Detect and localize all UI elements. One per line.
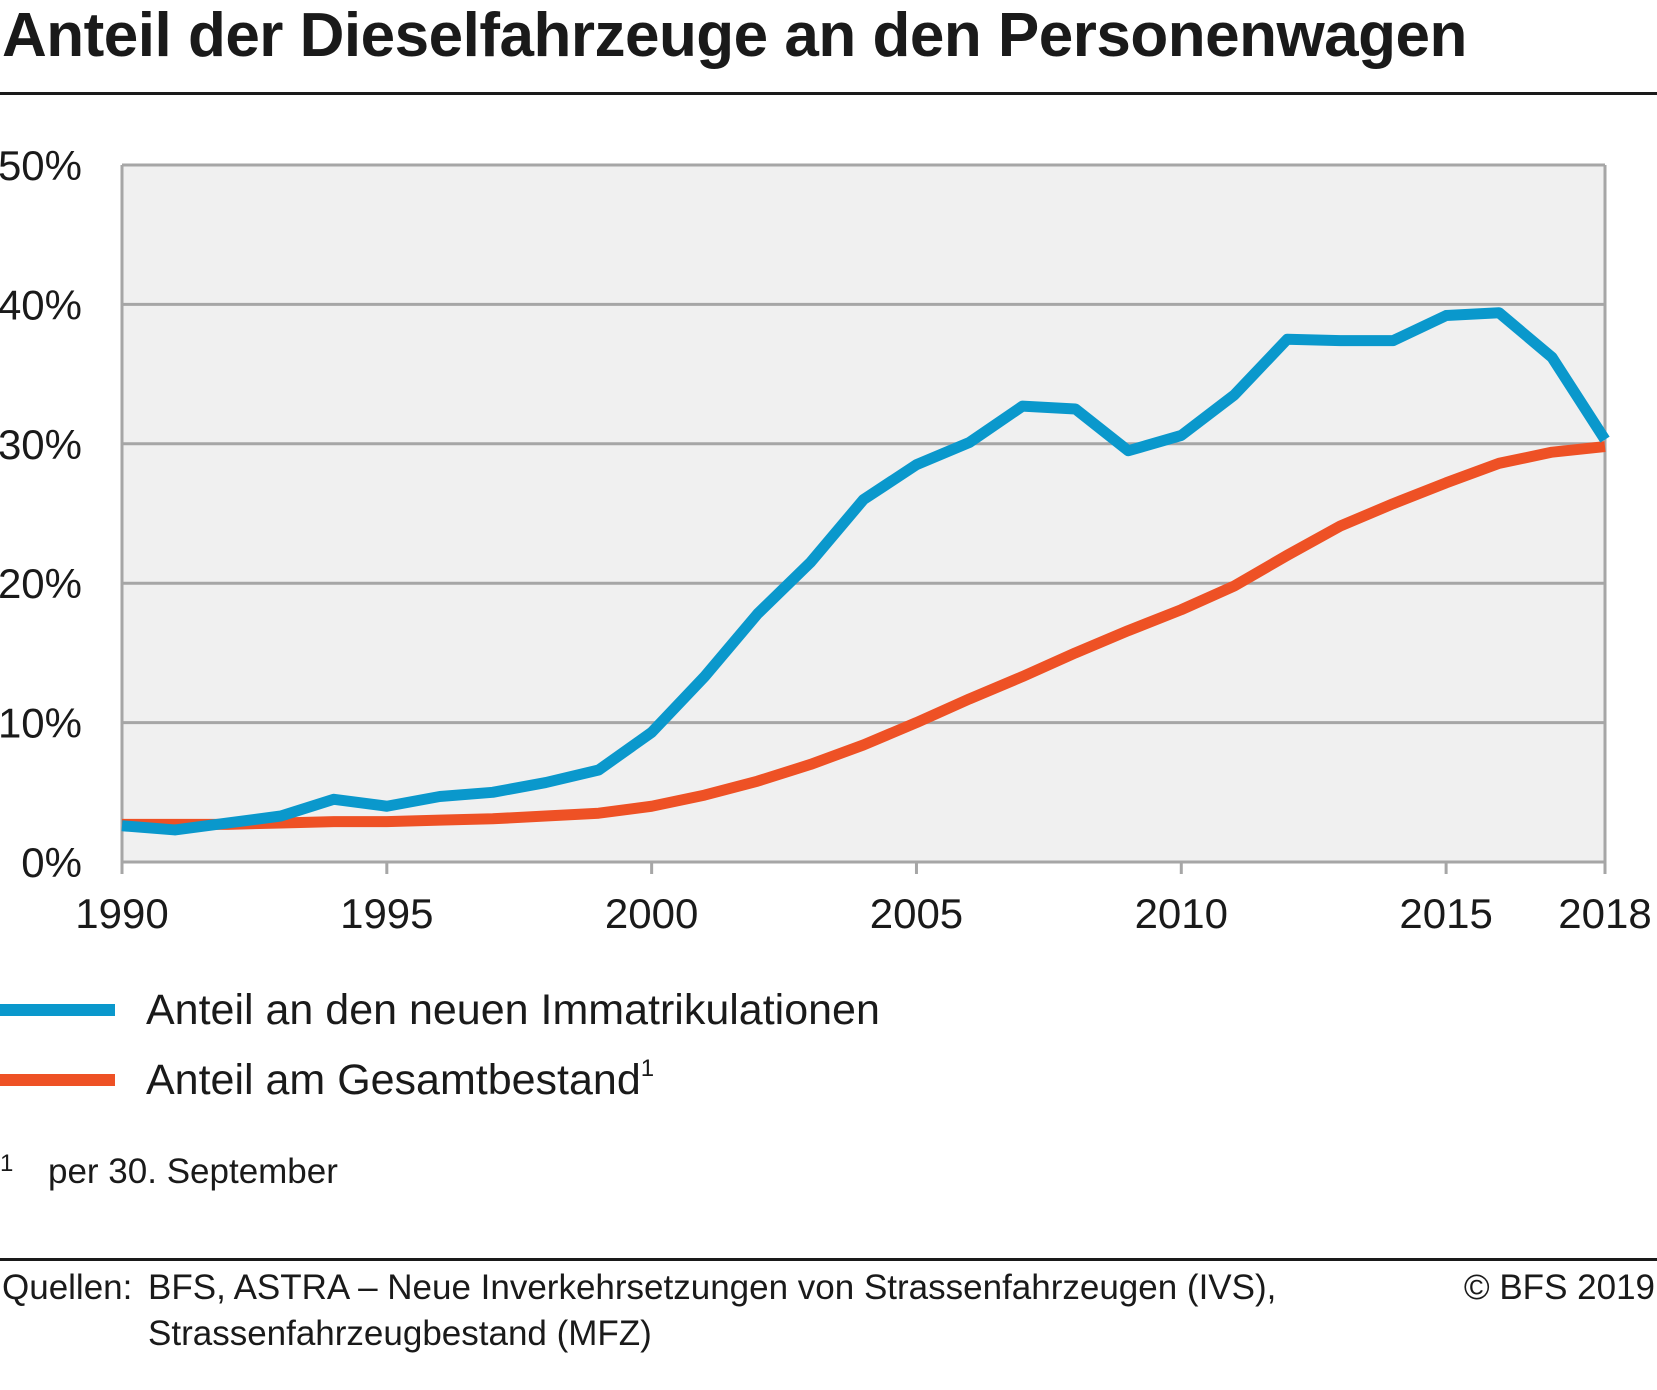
source-line-2: Strassenfahrzeugbestand (MFZ) (148, 1314, 652, 1353)
legend-swatch-new-registrations (0, 1004, 115, 1016)
line-chart: 0% 10% 20% 30% 40% 50% 1990 1995 2000 2005 2010 201… (0, 142, 1652, 930)
x-tick-label: 1990 (75, 890, 168, 930)
legend-swatch-total-stock (0, 1074, 115, 1086)
series-line-total-stock (122, 441, 1606, 830)
legend-label-new-registrations: Anteil an den neuen Immatrikulationen (146, 986, 880, 1034)
chart-title: Anteil der Dieselfahrzeuge an den Person… (2, 1, 1467, 70)
y-tick-label: 10% (0, 700, 82, 747)
y-tick-label: 20% (0, 560, 82, 607)
y-tick-label: 50% (0, 142, 82, 189)
footnote-mark: 1 (0, 1150, 14, 1177)
footnote-text: per 30. September (48, 1152, 338, 1191)
x-tick-label: 2018 (1558, 890, 1651, 930)
legend-label-total-stock-text: Anteil am Gesamtbestand (146, 1056, 641, 1104)
title-divider (0, 92, 1657, 95)
x-tick-label: 2005 (870, 890, 963, 930)
series-line-new-registrations (121, 307, 1610, 836)
y-tick-label: 40% (0, 281, 82, 328)
x-tick-label: 2010 (1135, 890, 1228, 930)
source-line-1: BFS, ASTRA – Neue Inverkehrsetzungen von… (148, 1268, 1277, 1307)
source-label: Quellen: (2, 1268, 133, 1307)
y-tick-label: 0% (21, 839, 82, 886)
copyright: © BFS 2019 (1463, 1268, 1655, 1307)
y-tick-label: 30% (0, 421, 82, 468)
x-tick-label: 2015 (1399, 890, 1492, 930)
x-tick-label: 2000 (605, 890, 698, 930)
source-divider (0, 1258, 1657, 1261)
x-tick-label: 1995 (340, 890, 433, 930)
footnote-reference: 1 (640, 1055, 655, 1082)
legend-label-total-stock: Anteil am Gesamtbestand1 (146, 1055, 654, 1105)
